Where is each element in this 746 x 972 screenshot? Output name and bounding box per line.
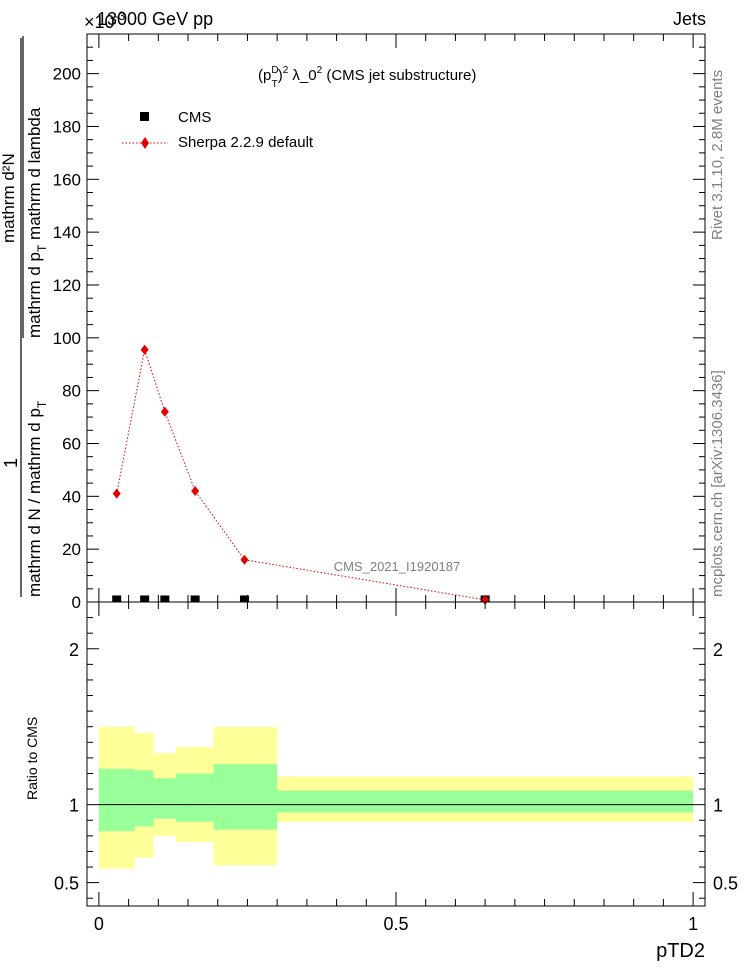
main-y-tick-label: 40 xyxy=(62,487,81,506)
x-tick-label: 1 xyxy=(688,914,698,934)
ratio-y-tick-label: 2 xyxy=(69,640,79,660)
cms-point xyxy=(190,595,200,603)
sherpa-point xyxy=(160,406,169,417)
cms-point xyxy=(239,595,249,603)
sherpa-point xyxy=(191,486,200,497)
main-y-tick-label: 140 xyxy=(53,223,81,242)
main-y-tick-label: 120 xyxy=(53,276,81,295)
main-y-tick-label: 200 xyxy=(53,65,81,84)
main-y-tick-label: 100 xyxy=(53,329,81,348)
cms-point xyxy=(160,595,170,603)
main-y-tick-label: 20 xyxy=(62,540,81,559)
cms-point xyxy=(140,595,150,603)
cms-point xyxy=(112,595,122,603)
ratio-inner-band-2 xyxy=(153,778,177,819)
ratio-inner-band-5 xyxy=(277,790,694,813)
svg-text:mathrm d N / mathrm d pT: mathrm d N / mathrm d pT xyxy=(25,400,49,597)
x-tick-label: 0.5 xyxy=(383,914,408,934)
watermark: CMS_2021_I1920187 xyxy=(334,559,461,574)
ratio-inner-band-3 xyxy=(176,773,214,822)
sherpa-point xyxy=(140,344,149,355)
x-axis-label: pTD2 xyxy=(656,940,705,962)
header-process: Jets xyxy=(673,9,706,29)
sherpa-point xyxy=(240,554,249,565)
svg-text:1: 1 xyxy=(1,458,21,468)
ratio-inner-band-0 xyxy=(98,768,135,832)
plot-title: (pD T)2 λ_02 (CMS jet substructure) xyxy=(258,65,476,90)
main-y-tick-label: 160 xyxy=(53,170,81,189)
ratio-y-tick-label: 0.5 xyxy=(54,874,79,894)
legend-marker-cms xyxy=(140,112,149,121)
sherpa-point xyxy=(112,488,121,499)
exponent-label: ×10-3 xyxy=(84,9,126,32)
ratio-y-tick-label-right: 1 xyxy=(713,796,723,816)
rivet-label: Rivet 3.1.10, 2.8M events xyxy=(709,70,726,240)
main-y-tick-label: 180 xyxy=(53,117,81,136)
svg-text:mathrm d²N: mathrm d²N xyxy=(0,153,18,243)
main-plot-area: 0 20 40 60 80 100 120 140 160 180 200 xyxy=(53,33,706,612)
header-energy: 13000 GeV pp xyxy=(97,9,213,29)
main-y-tick-label: 80 xyxy=(62,382,81,401)
main-y-tick-label: 0 xyxy=(72,593,81,612)
svg-text:mathrm d pT mathrm d lambda: mathrm d pT mathrm d lambda xyxy=(25,107,49,338)
ratio-y-axis-label: Ratio to CMS xyxy=(24,717,40,800)
ratio-y-tick-label: 1 xyxy=(69,796,79,816)
legend: CMS Sherpa 2.2.9 default xyxy=(122,109,314,151)
y-axis-label: 1 mathrm d N / mathrm d pT mathrm d²N ma… xyxy=(0,36,49,597)
x-tick-label: 0 xyxy=(94,914,104,934)
ratio-y-tick-label-right: 0.5 xyxy=(713,874,738,894)
ratio-inner-band-1 xyxy=(134,770,154,827)
legend-label-sherpa: Sherpa 2.2.9 default xyxy=(178,134,314,151)
main-y-tick-label: 60 xyxy=(62,434,81,453)
mcplots-label: mcplots.cern.ch [arXiv:1306.3436] xyxy=(709,370,726,597)
legend-marker-sherpa xyxy=(141,137,149,149)
ratio-y-tick-label-right: 2 xyxy=(713,640,723,660)
ratio-inner-band-4 xyxy=(213,764,278,830)
legend-label-cms: CMS xyxy=(178,109,211,126)
ratio-plot-area: 0 0.5 1 0.5 0.5 1 1 2 2 xyxy=(54,601,738,934)
